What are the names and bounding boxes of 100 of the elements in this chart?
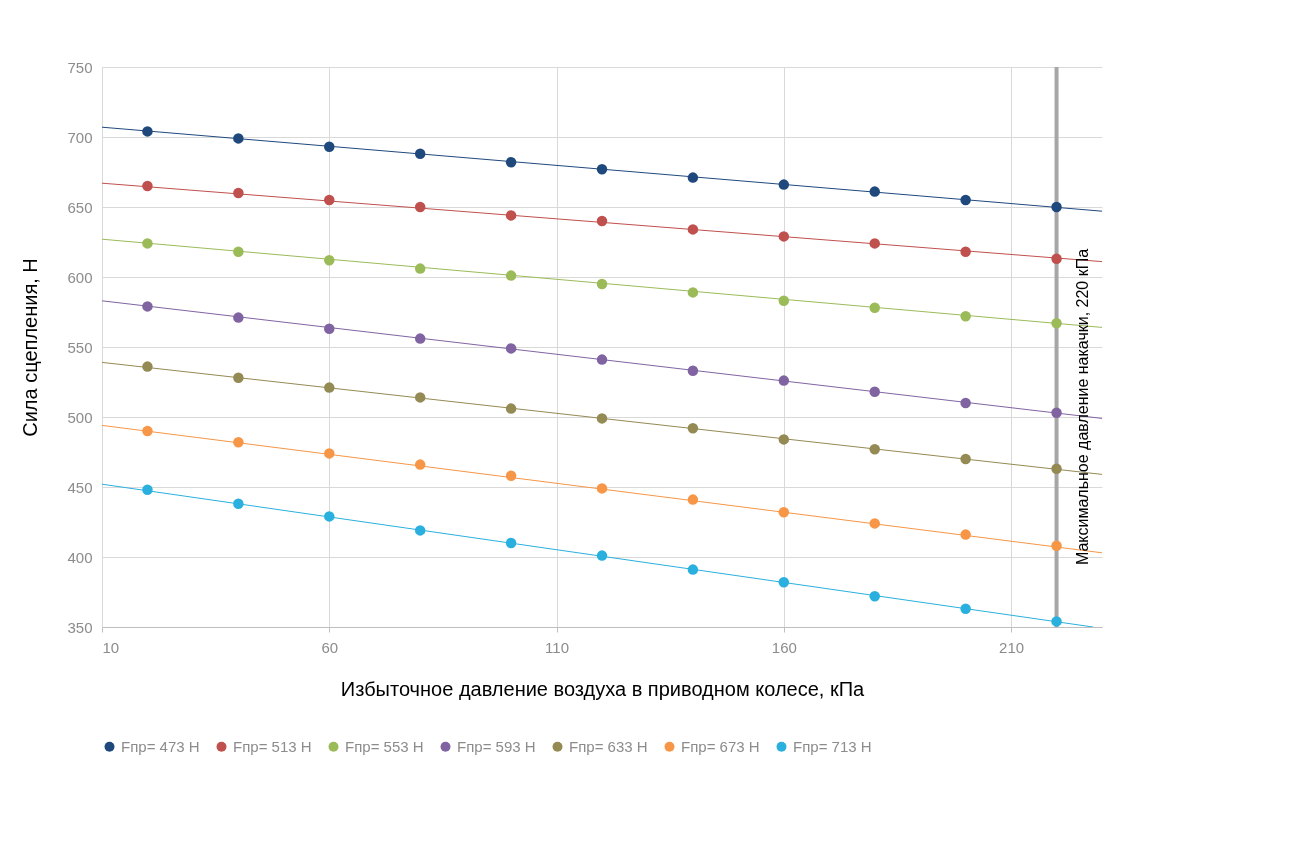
point (414, 263, 426, 274)
point (233, 187, 244, 199)
x-tick-label: 10 (102, 638, 120, 656)
point (687, 224, 699, 235)
point (324, 448, 335, 459)
point (142, 425, 153, 437)
point (324, 141, 335, 153)
point (596, 163, 608, 175)
point (505, 403, 517, 414)
x-tick-label: 160 (771, 638, 797, 656)
point (505, 156, 517, 168)
point (324, 254, 335, 266)
point (778, 434, 790, 445)
y-tick-label: 400 (67, 548, 93, 566)
y-tick-label: 450 (67, 478, 93, 496)
point (414, 392, 426, 403)
y-tick-label: 500 (67, 408, 93, 426)
point (960, 310, 971, 322)
point (596, 550, 608, 561)
point (1051, 407, 1062, 419)
point (142, 361, 153, 372)
point (869, 443, 880, 455)
point (414, 333, 426, 344)
point (778, 576, 790, 588)
legend-label: Fпр= 553 Н (345, 737, 424, 755)
point (1051, 463, 1062, 475)
point (1051, 201, 1062, 213)
point (596, 278, 608, 290)
point (505, 537, 517, 549)
point (142, 301, 153, 312)
point (869, 302, 880, 314)
point (324, 194, 335, 206)
point (324, 511, 335, 522)
point (324, 382, 335, 393)
point (1051, 253, 1062, 265)
y-tick-label: 750 (67, 58, 93, 76)
legend-label: Fпр= 633 Н (569, 737, 648, 755)
point (505, 343, 517, 354)
point (233, 312, 244, 323)
legend-label: Fпр= 513 Н (233, 737, 312, 755)
point (1051, 317, 1062, 329)
point (414, 148, 426, 160)
y-axis-title: Сила сцепления, Н (19, 258, 42, 437)
point (960, 603, 971, 615)
point (960, 194, 971, 206)
point (233, 246, 244, 258)
point (142, 126, 153, 137)
point (960, 397, 971, 409)
point (778, 506, 790, 518)
legend-label: Fпр= 593 Н (457, 737, 536, 755)
point (414, 201, 426, 213)
point (869, 386, 880, 398)
point (142, 238, 153, 249)
point (233, 133, 244, 144)
point (414, 459, 426, 470)
x-axis-title: Избыточное давление воздуха в приводном колесе, кПа (340, 677, 866, 700)
point (596, 354, 608, 365)
point (687, 564, 699, 575)
point (869, 186, 880, 197)
point (869, 238, 880, 249)
x-tick-label: 110 (545, 638, 570, 656)
legend-label: Fпр= 473 Н (121, 737, 200, 755)
point (687, 494, 699, 505)
point (687, 172, 699, 183)
point (505, 270, 517, 281)
y-tick-label: 600 (67, 268, 93, 286)
y-tick-label: 550 (67, 338, 93, 356)
x-tick-label: 210 (999, 638, 1025, 656)
point (778, 231, 790, 242)
point (869, 518, 880, 529)
y-tick-label: 700 (67, 128, 93, 146)
point (778, 179, 790, 190)
point (142, 484, 153, 496)
point (687, 365, 699, 377)
point (778, 375, 790, 386)
point (596, 413, 608, 424)
ref-line-label: Максимальное давление накачки, 220 кПа (1073, 248, 1091, 566)
x-tick-label: 60 (321, 638, 339, 656)
point (869, 590, 880, 602)
point (687, 422, 699, 434)
point (1051, 616, 1062, 627)
point (596, 483, 608, 494)
point (142, 180, 153, 192)
point (1051, 540, 1062, 552)
point (505, 210, 517, 221)
point (778, 295, 790, 307)
point (960, 246, 971, 258)
point (687, 287, 699, 298)
point (233, 498, 244, 510)
y-tick-label: 650 (67, 198, 93, 216)
legend-label: Fпр= 713 Н (793, 737, 872, 755)
point (596, 215, 608, 227)
point (960, 529, 971, 540)
y-tick-label: 350 (67, 618, 93, 636)
point (233, 372, 244, 384)
point (233, 436, 244, 448)
point (324, 323, 335, 335)
point (414, 525, 426, 536)
point (505, 470, 517, 482)
point (960, 453, 971, 465)
